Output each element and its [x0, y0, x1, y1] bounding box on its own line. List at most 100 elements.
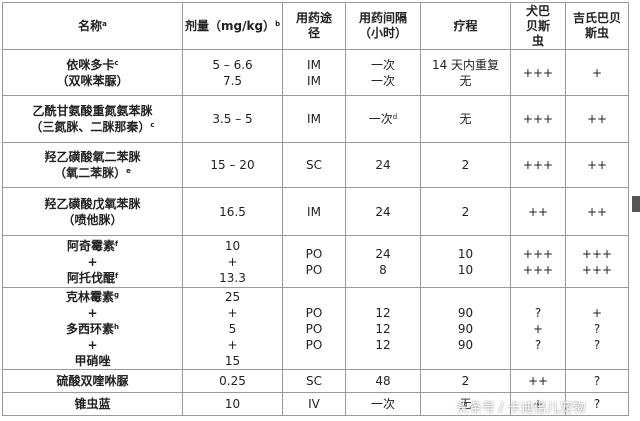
cell-line: +++: [522, 158, 554, 172]
table-cell: IM: [282, 95, 346, 143]
cell-line: 90: [457, 305, 474, 320]
cell-line: +: [227, 254, 238, 269]
table-cell: 锥虫蓝: [2, 392, 183, 416]
table-cell: 无: [420, 95, 511, 143]
table-cell: 3.5 – 5: [182, 95, 283, 143]
cell-line: ?: [534, 337, 542, 352]
cell-line: IM: [307, 73, 321, 88]
table-cell: SC: [282, 369, 346, 393]
cell-line: 13.3: [219, 270, 246, 285]
table-cell: 48: [345, 369, 421, 393]
table-cell: 10 +13.3: [182, 235, 283, 288]
cell-line: +: [87, 254, 98, 269]
cell-line: 一次: [370, 57, 395, 72]
cell-line: +: [591, 65, 603, 80]
scroll-marker: [632, 196, 640, 212]
cell-line: 乙酰甘氨酸重氮氨苯脒: [32, 104, 153, 118]
cell-line: 15 – 20: [210, 158, 255, 172]
table-cell: 0.25: [182, 369, 283, 393]
cell-line: ++: [586, 112, 608, 126]
table-cell: +: [565, 49, 629, 96]
cell-line: 2: [461, 204, 470, 219]
cell-line: ++: [527, 374, 549, 388]
cell-line: ++: [527, 204, 549, 219]
table-row: 依咪多卡c （双咪苯脲） 5 – 6.6 7.5 IM IM 一次 一次 14 天内重复无 +++…: [2, 49, 629, 96]
cell-line: 24: [375, 246, 391, 261]
cell-line: +: [227, 337, 238, 352]
cell-line: ?: [534, 305, 542, 320]
cell-line: 虫: [531, 33, 544, 48]
header-row: 名称a 剂量（mg/kg）b 用药途径用药间隔 （小时） 疗程 犬巴 贝斯虫吉氏巴贝 斯虫: [2, 2, 629, 50]
table-body: 依咪多卡c （双咪苯脲） 5 – 6.6 7.5 IM IM 一次 一次 14 天内重复无 +++…: [2, 49, 629, 416]
cell-line: 14 天内重复: [431, 57, 500, 72]
cell-text: 阿托伐醌: [66, 270, 115, 285]
table-row: 锥虫蓝 10 IV 一次 无 +?: [2, 392, 629, 416]
cell-line: 10: [457, 246, 474, 261]
table-row: 阿奇霉素f + 阿托伐醌f 10 +13.3 PO PO 24 8 10 10 +++ +++ +++ ++…: [2, 235, 629, 288]
cell-line: ++: [586, 158, 608, 172]
cell-line: 阿奇霉素f: [5, 238, 180, 254]
table-cell: 14 天内重复无: [420, 49, 511, 96]
cell-line: 16.5: [219, 204, 246, 219]
cell-line: ?: [593, 374, 601, 388]
cell-line: 48: [375, 374, 391, 388]
cell-line: +: [87, 337, 98, 352]
table-cell: +++ +++: [565, 235, 629, 288]
cell-line: 8: [379, 262, 387, 277]
cell-line: ?: [593, 397, 601, 411]
cell-line: 12: [375, 321, 391, 336]
footnote-mark: c: [114, 58, 119, 67]
cell-line: PO: [305, 321, 323, 336]
cell-line: 2: [461, 374, 470, 388]
footnote-mark: b: [275, 19, 281, 28]
cell-line: 2: [461, 158, 470, 172]
table-cell: 25 +5 +15: [182, 287, 283, 370]
header-cell: 吉氏巴贝 斯虫: [565, 2, 629, 50]
cell-line: 90: [457, 337, 474, 352]
cell-text: 克林霉素: [65, 289, 114, 304]
cell-line: 疗程: [453, 18, 478, 33]
cell-text: 剂量（mg/kg）: [185, 18, 276, 33]
cell-line: IV: [308, 397, 320, 411]
header-cell: 剂量（mg/kg）b: [182, 2, 283, 50]
header-cell: 犬巴 贝斯虫: [510, 2, 566, 50]
table-cell: 10: [182, 392, 283, 416]
cell-text: （氧二苯脒）: [54, 166, 127, 180]
cell-line: 10: [224, 238, 241, 253]
cell-line: 名称a: [5, 19, 180, 34]
cell-line: ++: [586, 204, 608, 219]
table-cell: 2: [420, 142, 511, 188]
header-cell: 疗程: [420, 2, 511, 50]
table-cell: 羟乙磺酸戊氧苯脒 （喷他脒）: [2, 187, 183, 236]
table-cell: ++: [565, 187, 629, 236]
footnote-mark: g: [114, 290, 120, 299]
cell-line: 硫酸双喹咻脲: [56, 374, 129, 388]
table-cell: 羟乙磺酸氧二苯脒 （氧二苯脒）e: [2, 142, 183, 188]
cell-line: 15: [224, 353, 241, 368]
cell-line: 用药间隔: [358, 11, 407, 25]
cell-text: 一次: [368, 112, 393, 126]
table-cell: 克林霉素g + 多西环素h + 甲硝唑: [2, 287, 183, 370]
cell-text: 多西环素: [66, 321, 115, 336]
table-cell: 15 – 20: [182, 142, 283, 188]
cell-line: 用药途: [295, 11, 332, 25]
cell-text: 依咪多卡: [66, 57, 115, 72]
header-cell: 名称a: [2, 2, 183, 50]
cell-line: IM: [307, 57, 321, 72]
cell-line: 锥虫蓝: [74, 397, 111, 411]
cell-line: 90: [457, 321, 474, 336]
cell-line: 25: [224, 289, 241, 304]
cell-line: 依咪多卡c: [5, 57, 180, 73]
table-cell: 2: [420, 187, 511, 236]
footnote-mark: f: [114, 239, 119, 248]
cell-line: +++: [581, 246, 613, 261]
cell-line: 一次: [370, 397, 395, 411]
cell-line: （三氮脒、二脒那秦）c: [5, 119, 180, 135]
table-cell: 依咪多卡c （双咪苯脲）: [2, 49, 183, 96]
cell-line: 3.5 – 5: [212, 112, 253, 126]
cell-line: 0.25: [219, 374, 246, 388]
cell-line: SC: [306, 374, 322, 388]
drug-table: 名称a 剂量（mg/kg）b 用药途径用药间隔 （小时） 疗程 犬巴 贝斯虫吉氏巴贝 斯虫 依…: [2, 2, 629, 416]
footnote-mark: a: [102, 19, 107, 28]
